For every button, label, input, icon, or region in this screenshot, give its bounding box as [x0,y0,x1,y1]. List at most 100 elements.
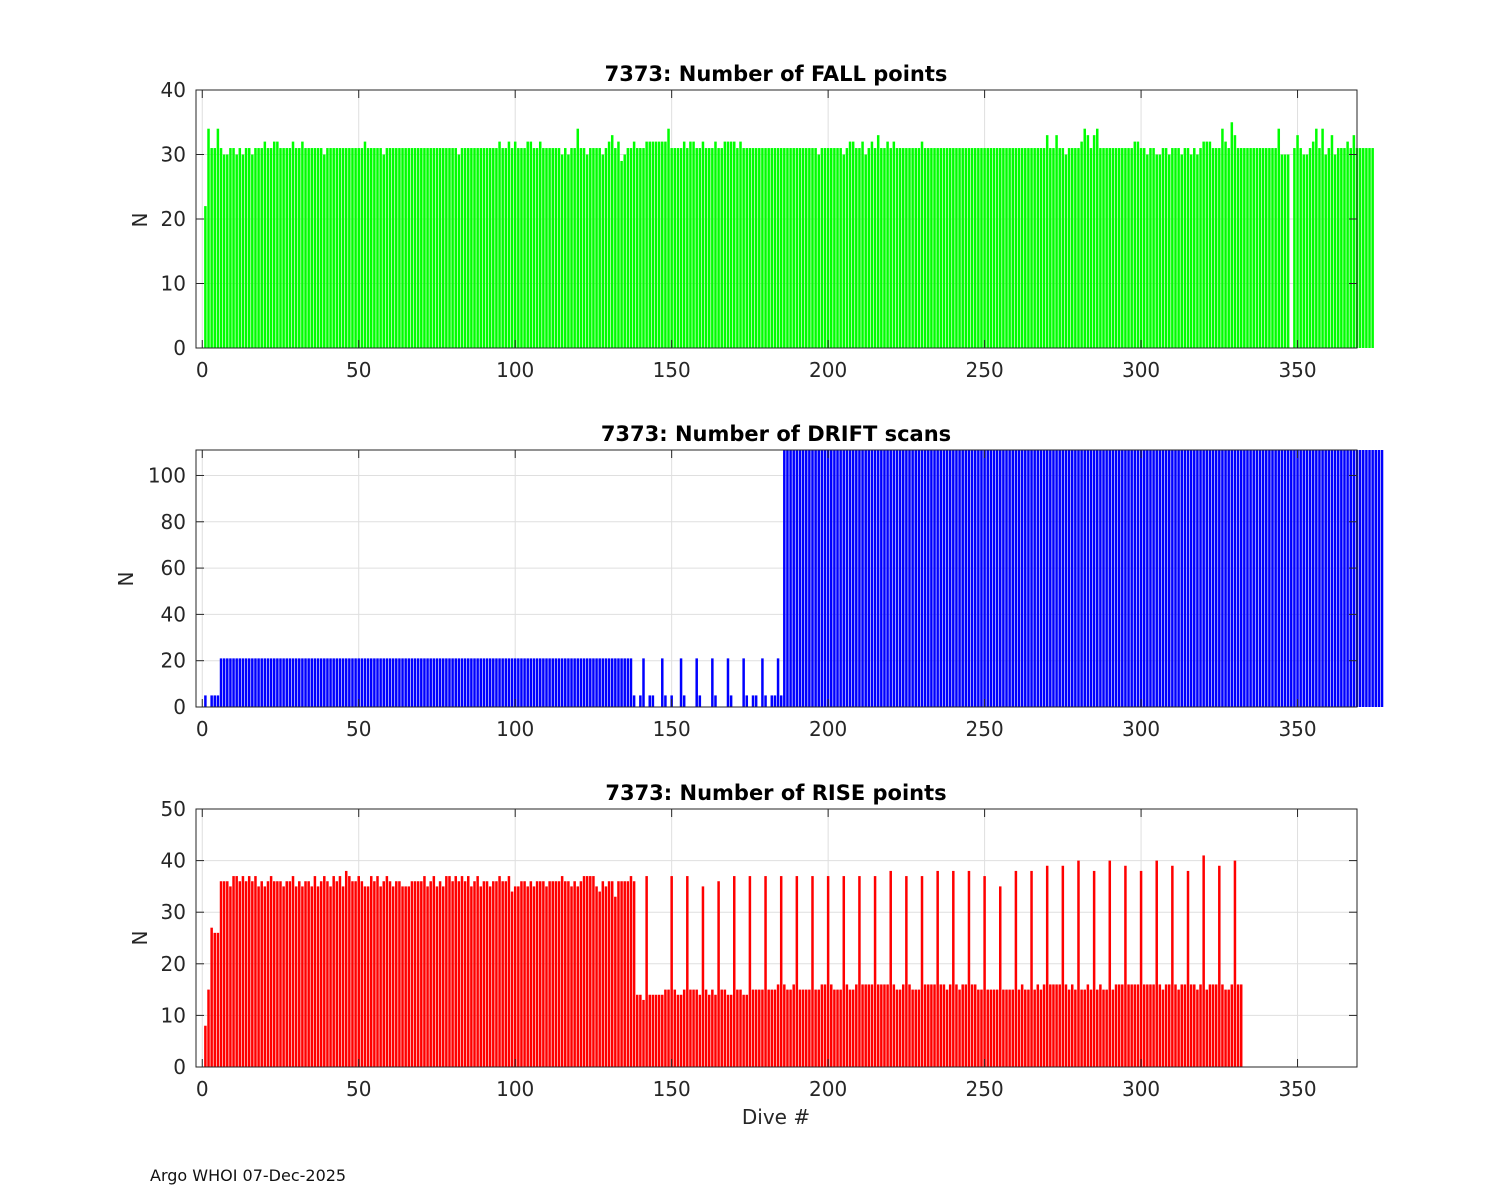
drift-bar [814,450,817,707]
rise-bar [767,989,770,1067]
rise-bar [923,984,927,1067]
rise-bar [945,989,949,1067]
fall-bar [1299,148,1302,348]
rise-bar [235,876,238,1067]
drift-bar [999,450,1002,707]
rise-bar [707,994,711,1067]
fall-bar [1199,148,1202,348]
rise-bar [319,881,323,1067]
rise-bar [1158,984,1162,1067]
fall-bar [1358,148,1362,348]
rise-bar [1070,984,1074,1067]
drift-bar [967,450,971,707]
drift-bar [711,658,714,707]
drift-scans-panel: 7373: Number of DRIFT scans N 0 50 100 150 2… [114,422,1384,741]
fall-bar [1014,148,1018,348]
fall-bar [257,148,260,348]
drift-bar [639,695,642,707]
rise-bar [1099,984,1102,1067]
drift-bar [542,658,545,707]
rise-bar [789,989,792,1067]
fall-bar [1258,148,1262,348]
drift-bar [1083,450,1086,707]
rise-bar [986,989,989,1067]
fall-bar [235,154,238,348]
rise-bar [247,876,251,1067]
fall-bar [983,148,986,348]
drift-bar [1171,450,1174,707]
rise-bar [751,989,755,1067]
drift-bar [460,658,464,707]
rise-bar [626,881,630,1067]
rise-bar [310,886,314,1067]
fall-bar [385,148,389,348]
fall-bar [742,148,745,348]
fall-bar [1252,148,1255,348]
fall-bar [1236,148,1240,348]
fall-bar [229,148,232,348]
drift-bar [457,658,461,707]
fall-bar [441,148,445,348]
rise-bar [1083,989,1086,1067]
rise-bar [983,876,986,1067]
rise-bar [545,886,548,1067]
rise-bar [873,876,877,1067]
drift-bar [1224,450,1227,707]
drift-bar [698,695,702,707]
fall-bar [1011,148,1015,348]
drift-bar [695,658,698,707]
rise-bar [704,989,708,1067]
rise-x-tick-label: 350 [1278,1077,1316,1101]
fall-bar [851,141,855,348]
drift-bar [520,658,523,707]
rise-bar [582,876,586,1067]
fall-bar [538,141,542,348]
fall-bar [1139,148,1143,348]
fall-bar [886,141,889,348]
fall-bar [952,148,955,348]
fall-bar [686,148,689,348]
rise-bar [438,881,442,1067]
fall-bar [1052,148,1055,348]
drift-bar [1358,450,1362,707]
drift-axes-box [195,449,1358,708]
rise-bar [826,876,830,1067]
rise-bar [651,994,655,1067]
drift-bar [592,658,595,707]
drift-x-tick-label: 100 [496,717,534,741]
fall-bar [501,148,504,348]
fall-bar [629,148,633,348]
drift-bar [964,450,968,707]
rise-bar [1089,989,1093,1067]
rise-bar [373,881,376,1067]
fall-bar [1108,148,1112,348]
fall-bar [272,141,276,348]
drift-bar [779,695,783,707]
fall-bar [801,148,805,348]
rise-bar [501,881,504,1067]
rise-bar [1096,989,1099,1067]
fall-bar [798,148,802,348]
fall-bar [739,141,742,348]
drift-bar [560,658,564,707]
fall-chart-title: 7373: Number of FALL points [605,62,948,86]
fall-bar [354,148,357,348]
fall-bar [679,148,683,348]
rise-bar [889,870,892,1067]
rise-bar [617,881,620,1067]
rise-bar [695,989,698,1067]
drift-bar [1246,450,1249,707]
rise-bar [398,881,401,1067]
rise-bar [441,886,445,1067]
drift-bar [476,658,479,707]
rise-bar [836,989,839,1067]
rise-bar [1027,989,1030,1067]
fall-bar [1124,148,1127,348]
drift-bar [817,450,820,707]
drift-bar [1274,450,1277,707]
drift-x-tick-label: 0 [196,717,209,741]
rise-bar [1183,984,1187,1067]
drift-bar [1368,450,1371,707]
rise-bar [1064,984,1068,1067]
